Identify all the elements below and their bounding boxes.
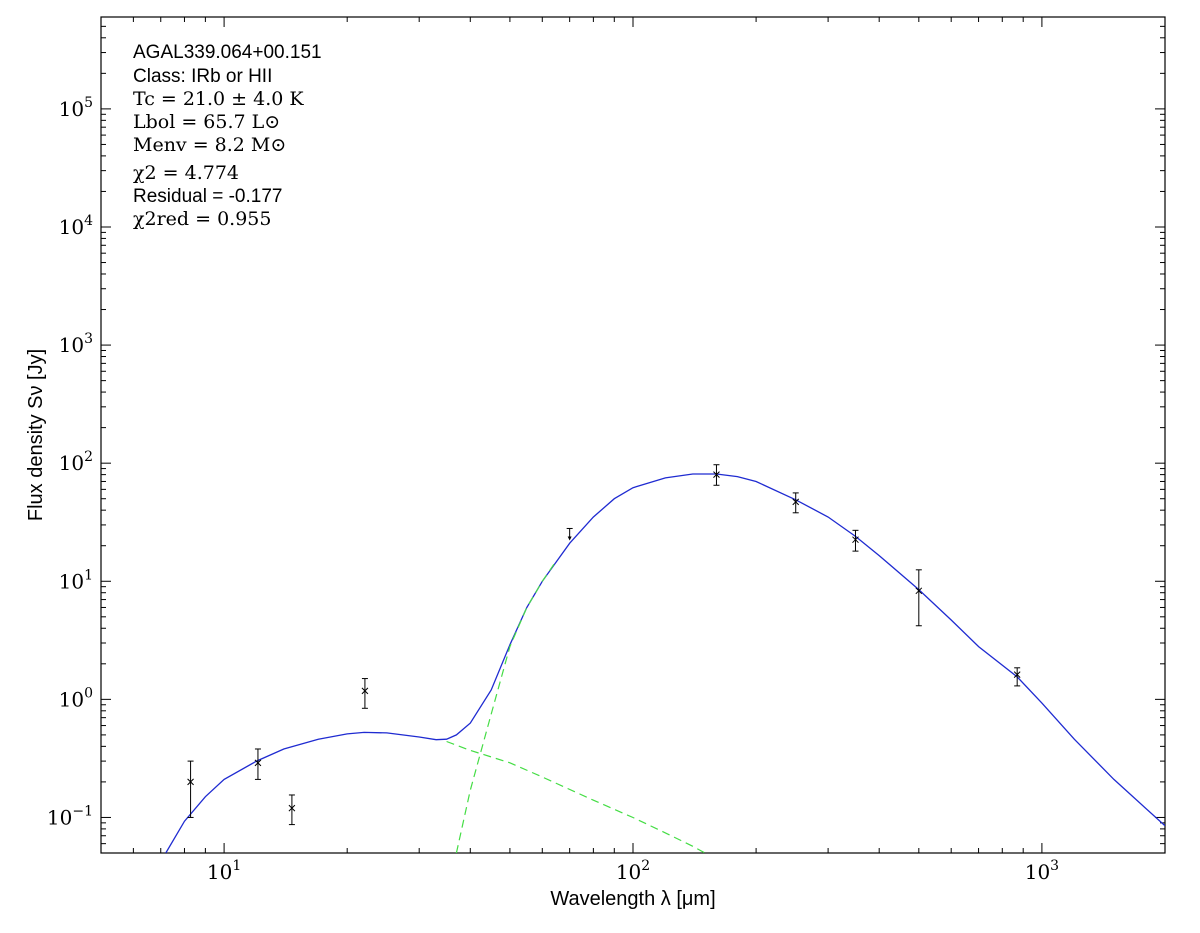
x-axis-title: Wavelength λ [μm] (550, 888, 715, 910)
point-marker (915, 587, 923, 595)
y-tick-label: 103 (59, 331, 93, 357)
model-total-curve (165, 473, 1165, 853)
axis-ticks (100, 16, 1166, 854)
data-point (915, 569, 923, 627)
model-component-curve (455, 560, 557, 853)
y-tick-label: 100 (59, 685, 93, 711)
point-marker (1013, 671, 1021, 678)
point-marker (713, 471, 720, 478)
data-points (187, 464, 1021, 826)
y-tick-label: 10−1 (47, 803, 93, 829)
data-point (713, 464, 720, 486)
envelope-mass-text: Menv = 8.2 M⊙ (133, 134, 286, 156)
model-component-curve (446, 740, 706, 853)
y-tick-label: 102 (59, 449, 93, 475)
source-class: Class: IRb or HII (133, 66, 272, 87)
y-tick-label: 101 (59, 567, 93, 593)
point-marker (187, 778, 194, 786)
point-marker (792, 498, 800, 506)
y-axis-title: Flux density Sν [Jy] (25, 349, 47, 521)
data-point (187, 760, 194, 818)
source-name: AGAL339.064+00.151 (133, 42, 322, 63)
point-marker (361, 687, 369, 695)
upper-limit-point (566, 527, 573, 541)
data-point (852, 529, 859, 552)
temperature-text: Tc = 21.0 ± 4.0 K (133, 88, 304, 110)
upper-limit-arrowhead (567, 536, 572, 541)
residual-text: Residual = -0.177 (133, 186, 282, 207)
point-marker (254, 759, 262, 767)
point-marker (288, 804, 296, 812)
chi-squared-text: χ2 = 4.774 (133, 162, 239, 184)
y-tick-label: 104 (59, 213, 93, 239)
data-point (361, 678, 369, 709)
data-point (288, 794, 296, 826)
fit-annotations: AGAL339.064+00.151 Class: IRb or HII Tc … (133, 42, 322, 230)
x-tick-label: 102 (616, 858, 650, 884)
point-marker (852, 536, 859, 544)
plot-frame (100, 16, 1166, 854)
reduced-chi-squared-text: χ2red = 0.955 (133, 208, 271, 230)
data-point (254, 748, 262, 780)
data-point (792, 492, 800, 514)
model-curves (165, 473, 1165, 853)
y-tick-label: 105 (59, 95, 93, 121)
tick-labels: 101 102 103 10−1 100 101 102 103 104 105 (47, 95, 1059, 884)
x-tick-label: 103 (1025, 858, 1059, 884)
data-point (1013, 667, 1021, 687)
x-tick-label: 101 (207, 858, 241, 884)
luminosity-text: Lbol = 65.7 L⊙ (133, 111, 280, 133)
